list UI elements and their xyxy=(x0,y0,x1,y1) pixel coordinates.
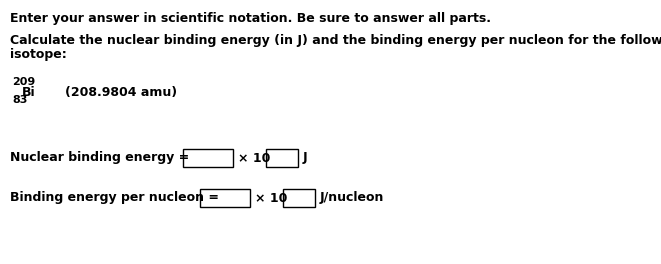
Text: × 10: × 10 xyxy=(238,152,270,164)
Text: Calculate the nuclear binding energy (in J) and the binding energy per nucleon f: Calculate the nuclear binding energy (in… xyxy=(10,34,661,47)
Text: J: J xyxy=(303,152,307,164)
Text: × 10: × 10 xyxy=(255,191,288,205)
FancyBboxPatch shape xyxy=(200,189,250,207)
Text: 83: 83 xyxy=(12,95,27,105)
Text: J/nucleon: J/nucleon xyxy=(320,191,385,205)
FancyBboxPatch shape xyxy=(283,189,315,207)
FancyBboxPatch shape xyxy=(183,149,233,167)
Text: (208.9804 amu): (208.9804 amu) xyxy=(65,86,177,99)
Text: Bi: Bi xyxy=(22,86,36,99)
FancyBboxPatch shape xyxy=(266,149,298,167)
Text: 209: 209 xyxy=(12,77,35,87)
Text: Binding energy per nucleon =: Binding energy per nucleon = xyxy=(10,191,219,205)
Text: Enter your answer in scientific notation. Be sure to answer all parts.: Enter your answer in scientific notation… xyxy=(10,12,491,25)
Text: Nuclear binding energy =: Nuclear binding energy = xyxy=(10,152,189,164)
Text: isotope:: isotope: xyxy=(10,48,67,61)
